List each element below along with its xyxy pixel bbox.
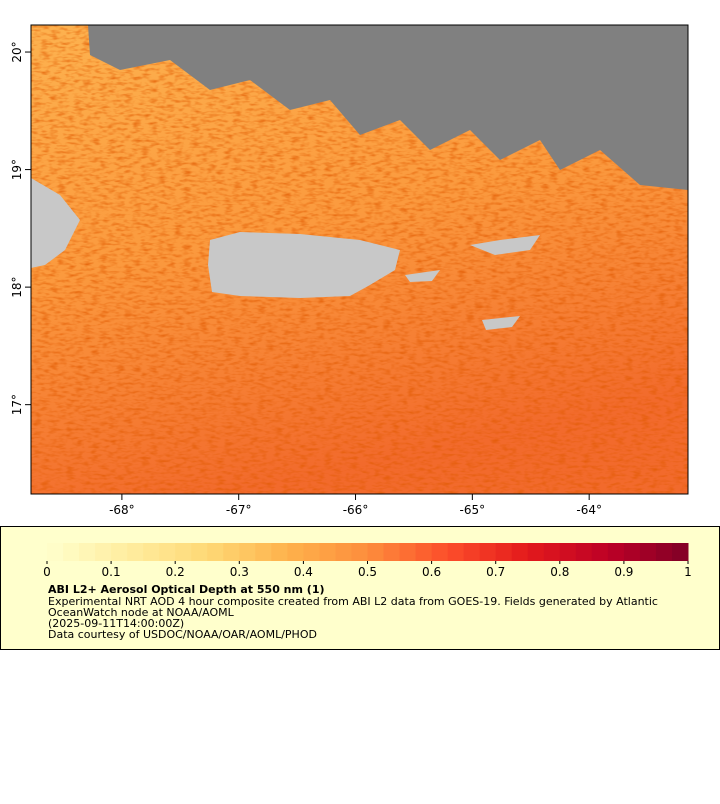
colorbar-tick-label: 1 [684, 565, 692, 579]
colorbar-cell [223, 543, 240, 561]
caption-line: (2025-09-11T14:00:00Z) [48, 617, 184, 630]
y-tick-label: 17° [10, 394, 24, 415]
colorbar-cell [175, 543, 192, 561]
colorbar-cell [79, 543, 96, 561]
colorbar-cell [495, 543, 513, 561]
colorbar-tick-label: 0.9 [614, 565, 633, 579]
x-tick-label: -64° [576, 503, 602, 517]
colorbar-tick-label: 0.4 [294, 565, 313, 579]
colorbar-cell [447, 543, 465, 561]
map-field [31, 25, 688, 494]
x-tick-label: -67° [226, 503, 252, 517]
colorbar-tick-label: 0.7 [486, 565, 505, 579]
x-tick-label: -68° [109, 503, 135, 517]
caption-title: ABI L2+ Aerosol Optical Depth at 550 nm … [48, 583, 325, 596]
colorbar-cell [95, 543, 112, 561]
colorbar-cell [191, 543, 208, 561]
colorbar-cell [111, 543, 128, 561]
colorbar-cell [527, 543, 545, 561]
y-tick-label: 18° [10, 276, 24, 297]
colorbar-cell [623, 543, 641, 561]
colorbar-cell [639, 543, 657, 561]
land-hispaniola [31, 178, 80, 268]
colorbar-tick-label: 0.8 [550, 565, 569, 579]
caption-line: Data courtesy of USDOC/NOAA/OAR/AOML/PHO… [48, 628, 317, 641]
x-tick-label: -65° [460, 503, 486, 517]
x-tick-label: -66° [343, 503, 369, 517]
colorbar-cell [351, 543, 368, 561]
colorbar-cell [399, 543, 417, 561]
colorbar-tick-label: 0.5 [358, 565, 377, 579]
land-virgin-islands [470, 235, 540, 255]
colorbar-cell [479, 543, 497, 561]
colorbar-cell [559, 543, 577, 561]
colorbar-cell [367, 543, 385, 561]
colorbar-tick-label: 0 [43, 565, 51, 579]
caption-line: Experimental NRT AOD 4 hour composite cr… [48, 595, 658, 608]
colorbar-cell [415, 543, 433, 561]
land-st-croix [482, 316, 520, 330]
y-tick-label: 20° [10, 41, 24, 62]
y-tick-label: 19° [10, 159, 24, 180]
map-frame [30, 24, 689, 495]
colorbar-cell [463, 543, 481, 561]
colorbar-cell [335, 543, 352, 561]
colorbar-cell [143, 543, 160, 561]
colorbar-cell [63, 543, 80, 561]
colorbar-cell [319, 543, 336, 561]
colorbar-cell [255, 543, 272, 561]
colorbar-cell [655, 543, 673, 561]
colorbar-tick-label: 0.2 [166, 565, 185, 579]
colorbar-cell [159, 543, 176, 561]
colorbar-cell [671, 543, 689, 561]
colorbar-cell [47, 543, 64, 561]
land-puerto-rico [208, 232, 400, 298]
colorbar-cell [607, 543, 625, 561]
colorbar-cell [511, 543, 529, 561]
no-data-region [88, 25, 688, 190]
colorbar-cell [303, 543, 320, 561]
colorbar-cell [575, 543, 593, 561]
colorbar-cell [543, 543, 561, 561]
colorbar-cell [207, 543, 224, 561]
colorbar-cell [383, 543, 401, 561]
colorbar-cell [591, 543, 609, 561]
land-vieques [405, 270, 440, 282]
colorbar-tick-label: 0.1 [102, 565, 121, 579]
colorbar-tick-label: 0.6 [422, 565, 441, 579]
colorbar-tick-label: 0.3 [230, 565, 249, 579]
colorbar-cell [127, 543, 144, 561]
colorbar-cell [239, 543, 256, 561]
caption-line: OceanWatch node at NOAA/AOML [48, 606, 235, 619]
colorbar-cell [271, 543, 288, 561]
colorbar-cell [287, 543, 304, 561]
colorbar-cell [431, 543, 449, 561]
